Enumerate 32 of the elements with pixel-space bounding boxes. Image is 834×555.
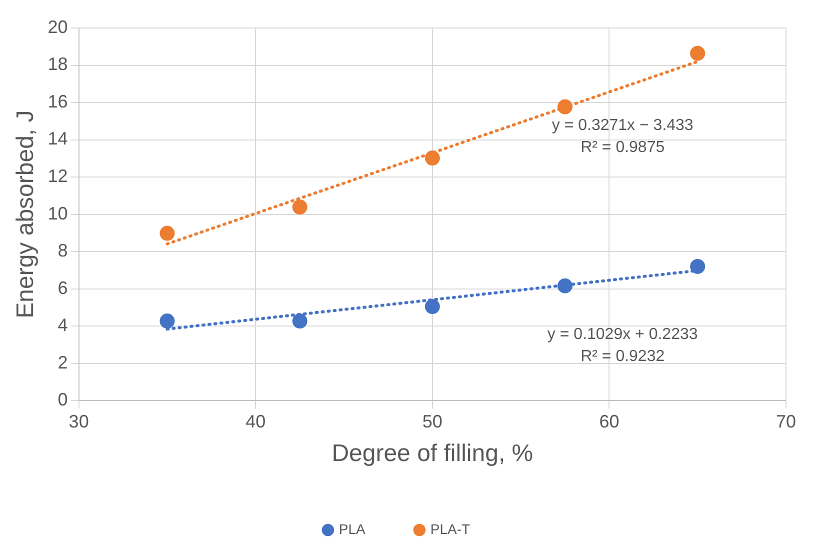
point bbox=[292, 200, 308, 215]
x-tick-label: 70 bbox=[776, 411, 796, 432]
point bbox=[690, 258, 706, 274]
point bbox=[160, 314, 175, 329]
y-tick-label: 6 bbox=[58, 278, 68, 298]
y-tick-label: 18 bbox=[48, 54, 68, 74]
y-tick-label: 12 bbox=[48, 166, 68, 186]
y-tick-label: 8 bbox=[58, 240, 68, 261]
legend-label: PLA bbox=[338, 520, 366, 537]
y-tick-label: 2 bbox=[58, 352, 68, 372]
legend-label: PLA-T bbox=[430, 520, 471, 537]
y-axis-title: Energy absorbed, J bbox=[12, 110, 40, 318]
y-tick-label: 0 bbox=[58, 390, 68, 410]
y-tick-label: 20 bbox=[48, 16, 68, 37]
point bbox=[558, 278, 573, 294]
x-tick-label: 40 bbox=[246, 411, 266, 432]
point bbox=[160, 226, 175, 241]
x-axis-title: Degree of filling, % bbox=[332, 440, 534, 468]
point bbox=[424, 299, 440, 314]
point bbox=[690, 46, 706, 61]
x-tick-label: 60 bbox=[599, 411, 620, 432]
annotation: y = 0.3271x − 3.433 R² = 0.9875 bbox=[552, 116, 694, 156]
y-tick-label: 14 bbox=[48, 128, 68, 149]
annotation: y = 0.1029x + 0.2233 R² = 0.9232 bbox=[547, 326, 698, 365]
y-tick-label: 16 bbox=[48, 91, 68, 112]
point bbox=[424, 150, 440, 166]
point bbox=[292, 314, 308, 329]
point bbox=[558, 99, 573, 114]
x-tick-label: 30 bbox=[68, 411, 89, 432]
y-tick-label: 4 bbox=[58, 315, 68, 336]
y-tick-label: 10 bbox=[48, 203, 68, 224]
x-tick-label: 50 bbox=[422, 411, 442, 432]
